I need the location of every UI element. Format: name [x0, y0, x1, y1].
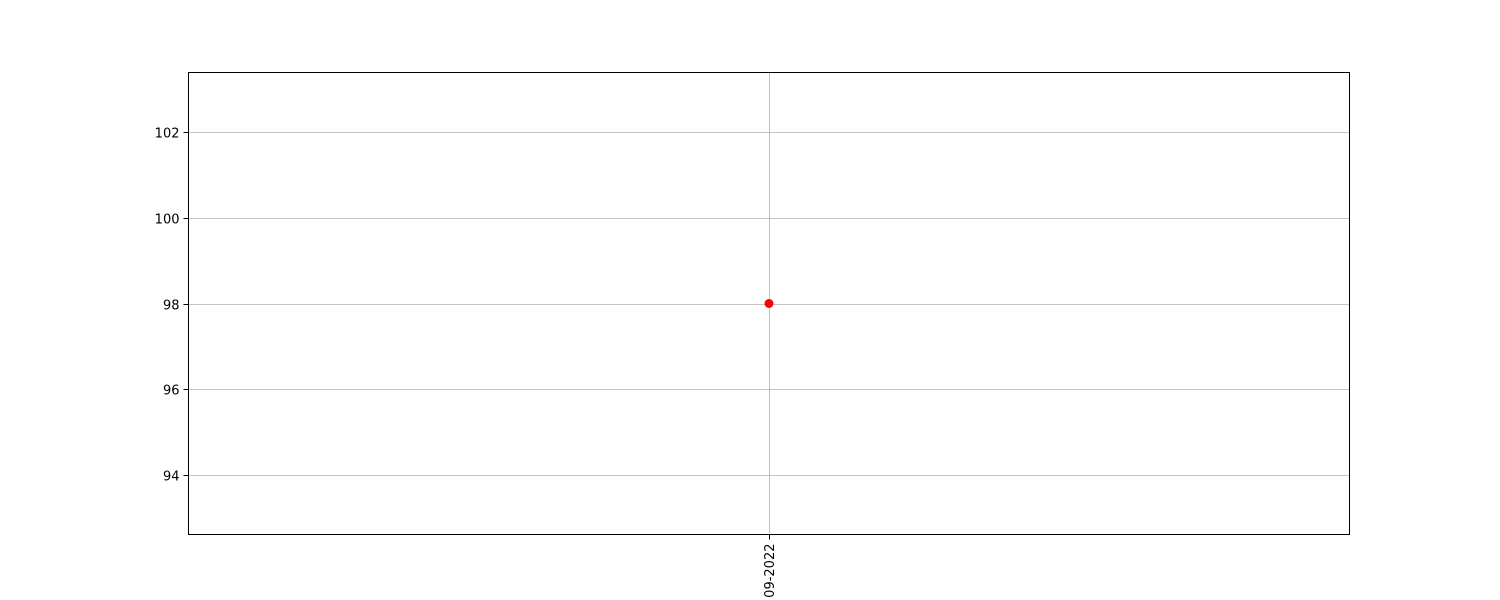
- y-tick-label: 100: [155, 213, 180, 228]
- y-tick-label: 94: [163, 470, 180, 485]
- x-tick-label: 09-2022: [763, 544, 778, 598]
- y-tick-label: 102: [155, 127, 180, 142]
- y-tick-label: 96: [163, 384, 180, 399]
- y-axis-ticks: 94 96 98 100 102: [155, 127, 189, 485]
- data-point: [764, 299, 774, 308]
- x-axis-ticks: 09-2022: [763, 534, 778, 598]
- data-points: [764, 299, 774, 308]
- plot-frame: [188, 72, 1350, 535]
- y-tick-label: 98: [163, 299, 180, 314]
